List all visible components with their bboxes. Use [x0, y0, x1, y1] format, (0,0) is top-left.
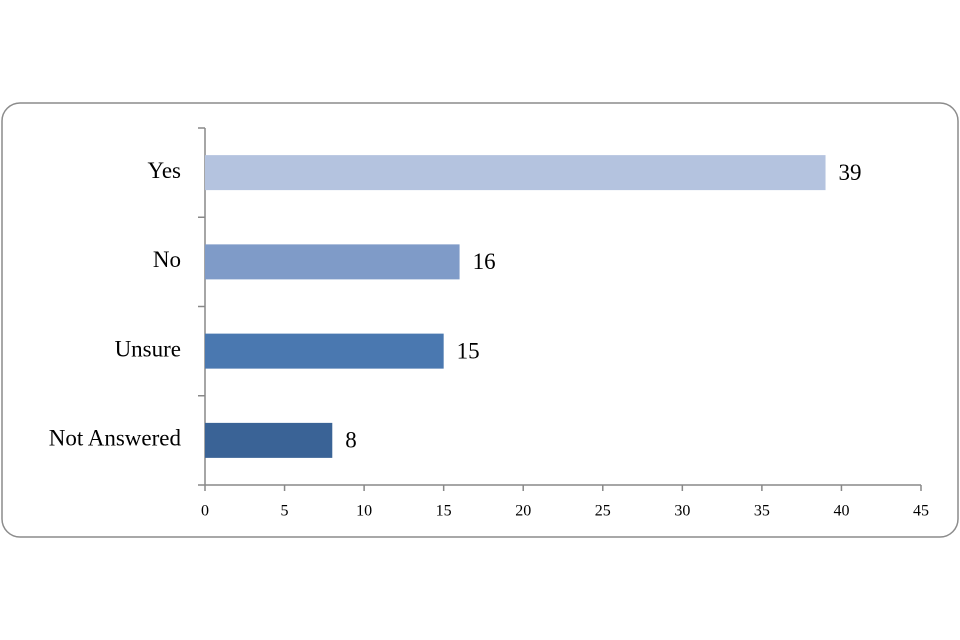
- value-label: 39: [839, 160, 862, 185]
- x-tick-label: 40: [833, 503, 849, 520]
- x-tick-label: 5: [281, 503, 289, 520]
- bar: [205, 244, 460, 280]
- x-tick-label: 15: [436, 503, 452, 520]
- x-tick-label: 45: [913, 503, 929, 520]
- x-tick-label: 25: [595, 503, 611, 520]
- value-label: 8: [345, 428, 357, 453]
- y-tick-label: No: [153, 247, 181, 272]
- x-tick-label: 0: [201, 503, 209, 520]
- x-tick-label: 30: [674, 503, 690, 520]
- bar: [205, 422, 333, 458]
- x-tick-label: 10: [356, 503, 372, 520]
- bar: [205, 155, 826, 191]
- value-label: 16: [473, 249, 496, 274]
- bar: [205, 333, 444, 369]
- x-tick-label: 20: [515, 503, 531, 520]
- y-tick-label: Not Answered: [49, 426, 182, 451]
- x-tick-label: 35: [754, 503, 770, 520]
- y-tick-label: Yes: [148, 158, 182, 183]
- value-label: 15: [457, 338, 480, 363]
- y-tick-label: Unsure: [115, 336, 181, 361]
